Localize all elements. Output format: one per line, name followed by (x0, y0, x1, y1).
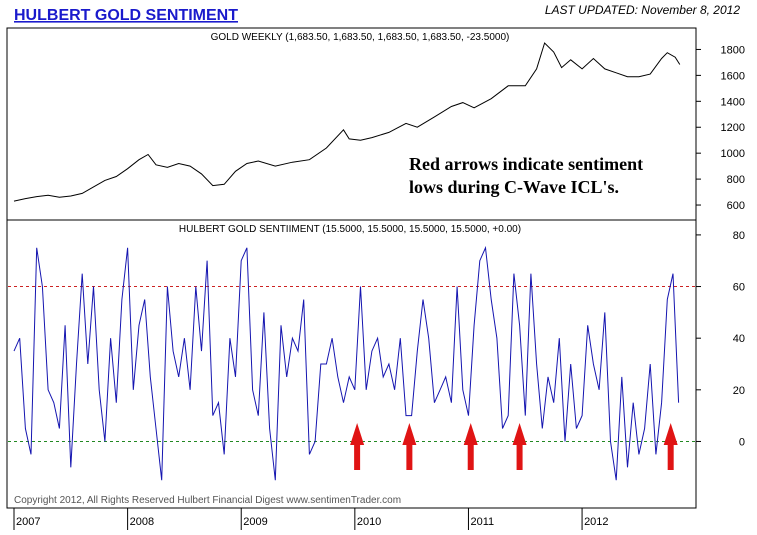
gold-tick-label-4: 1400 (721, 96, 745, 108)
annotation-line2: lows during C-Wave ICL's. (409, 177, 619, 197)
arrow-3 (512, 423, 527, 470)
x-axis: 2007 2008 2009 2010 2011 2012 (13, 508, 609, 530)
sentiment-tick-label-3: 60 (733, 282, 745, 294)
x-tick-label-1: 2008 (130, 516, 154, 528)
x-tick-label-5: 2012 (584, 516, 608, 528)
gold-tick-label-0: 600 (727, 200, 745, 212)
sentiment-tick-label-4: 80 (733, 230, 745, 242)
sentiment-tick-label-0: 0 (739, 436, 745, 448)
x-tick-label-2: 2009 (243, 516, 267, 528)
gold-tick-label-1: 800 (727, 174, 745, 186)
sentiment-line (13, 245, 680, 481)
gold-panel-label: GOLD WEEKLY (1,683.50, 1,683.50, 1,683.5… (211, 32, 510, 43)
gold-tick-label-5: 1600 (721, 70, 745, 82)
x-tick-label-0: 2007 (16, 516, 40, 528)
copyright-text: Copyright 2012, All Rights Reserved Hulb… (14, 495, 401, 506)
sentiment-tick-label-2: 40 (733, 333, 745, 345)
gold-y-axis: 600 800 1000 1200 1400 1600 1800 (696, 44, 745, 212)
x-tick-label-4: 2011 (470, 516, 494, 528)
gold-tick-label-2: 1000 (721, 148, 745, 160)
gold-tick-label-3: 1200 (721, 122, 745, 134)
arrow-0 (350, 423, 365, 470)
arrow-1 (402, 423, 417, 470)
arrows-group (350, 423, 678, 470)
chart-frame (6, 27, 697, 509)
sentiment-tick-label-1: 20 (733, 385, 745, 397)
gold-tick-label-6: 1800 (721, 44, 745, 56)
arrow-2 (463, 423, 478, 470)
gold-price-line (13, 42, 681, 202)
sentiment-y-axis: 0 20 40 60 80 (696, 230, 745, 448)
chart-title: HULBERT GOLD SENTIMENT (14, 7, 238, 24)
gold-panel: GOLD WEEKLY (1,683.50, 1,683.50, 1,683.5… (13, 32, 745, 212)
last-updated: LAST UPDATED: November 8, 2012 (545, 3, 741, 17)
sentiment-panel: HULBERT GOLD SENTIIMENT (15.5000, 15.500… (8, 224, 745, 506)
x-tick-label-3: 2010 (357, 516, 381, 528)
annotation-line1: Red arrows indicate sentiment (409, 154, 643, 174)
sentiment-panel-label: HULBERT GOLD SENTIIMENT (15.5000, 15.500… (179, 224, 521, 235)
arrow-4 (663, 423, 678, 470)
